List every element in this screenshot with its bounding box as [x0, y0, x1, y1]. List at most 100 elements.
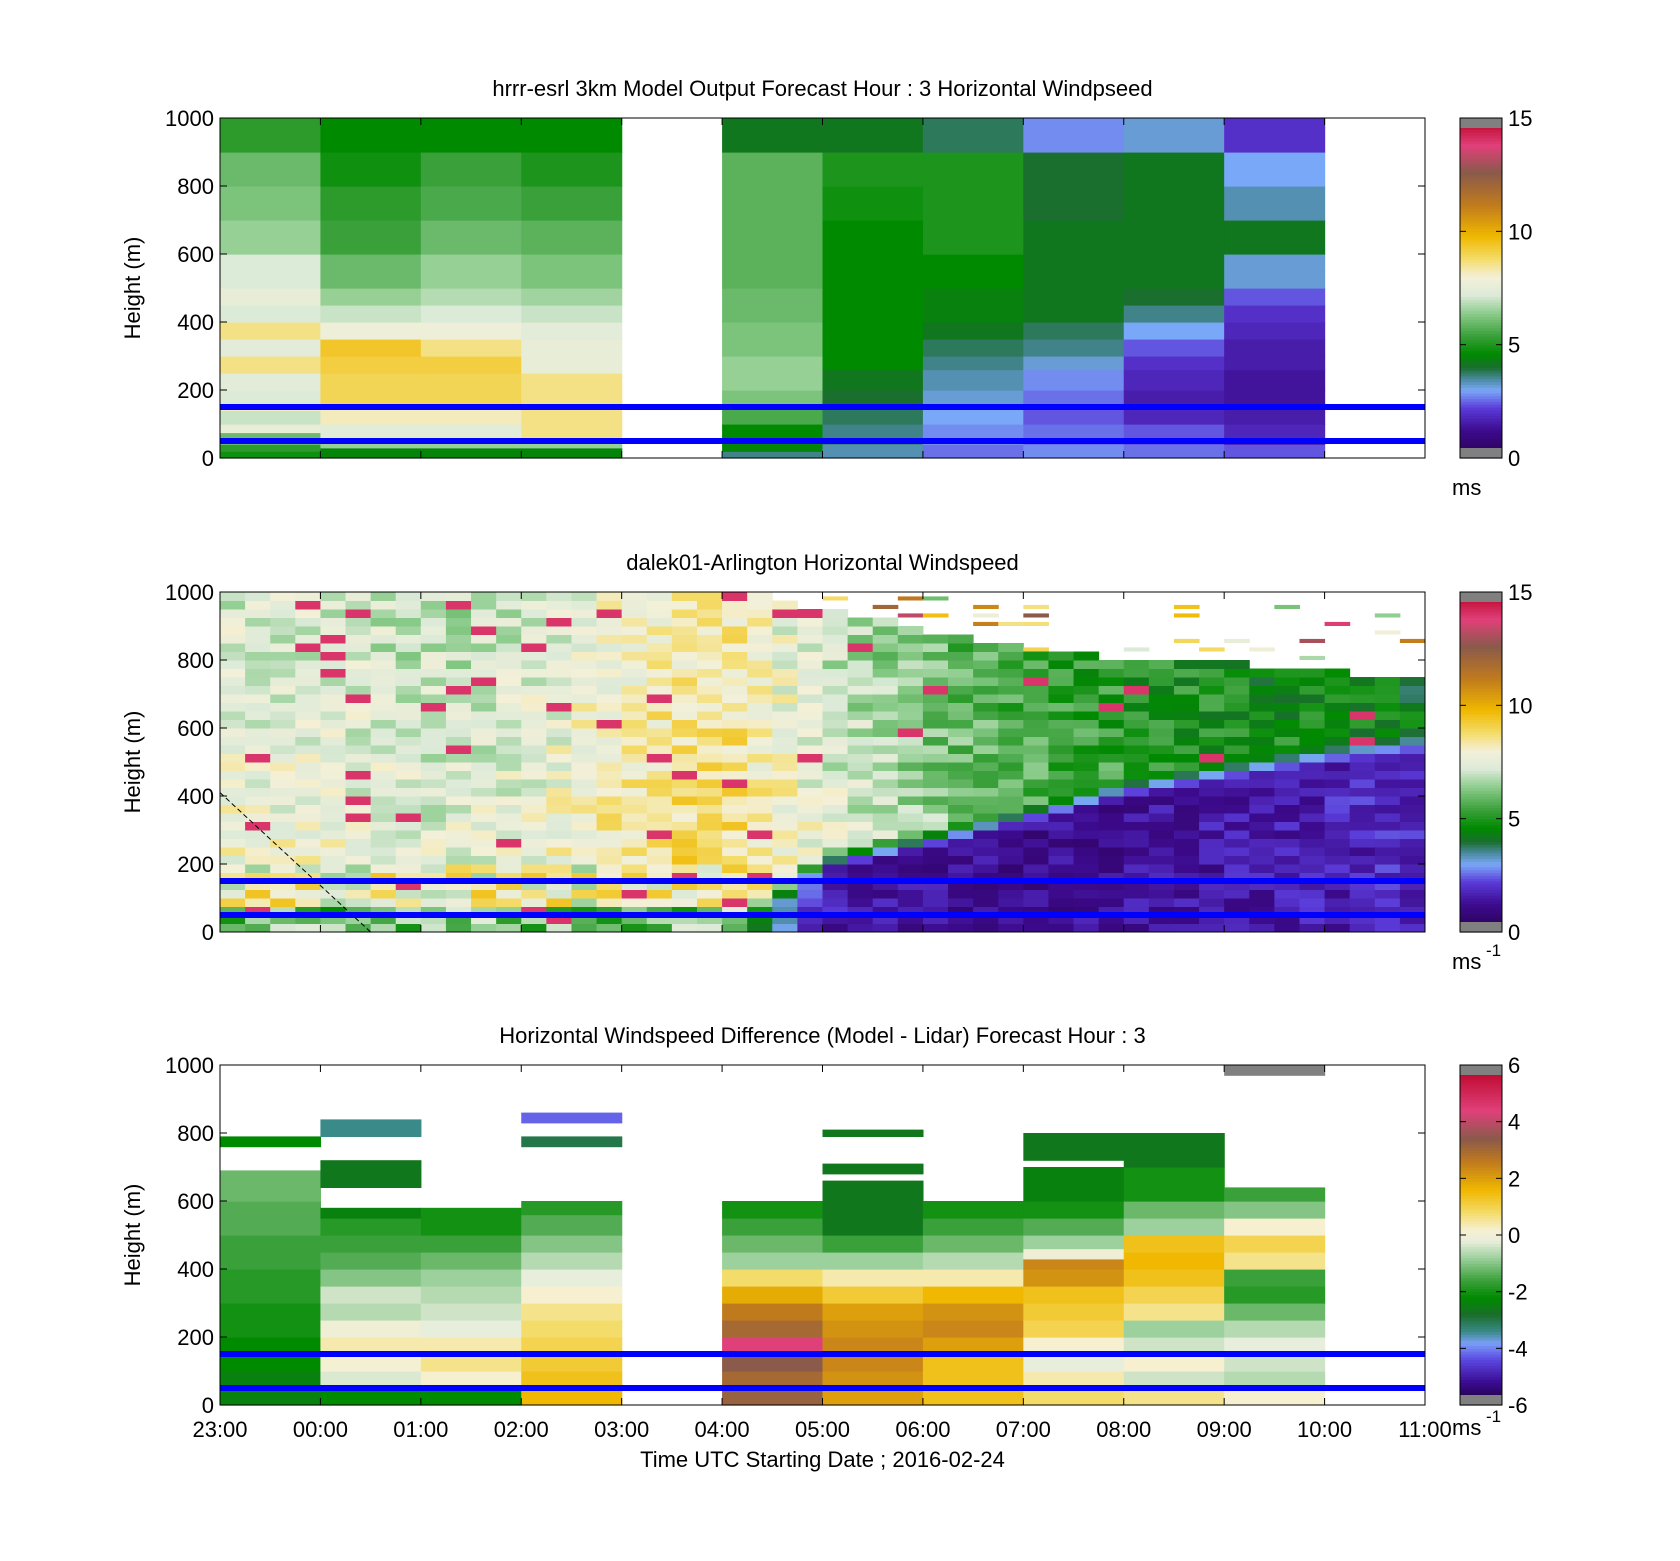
- heatmap-cell: [571, 609, 598, 618]
- heatmap-cell: [1023, 838, 1049, 848]
- heatmap-cell: [420, 668, 447, 678]
- heatmap-cell: [1123, 305, 1225, 323]
- heatmap-cell: [1148, 898, 1175, 907]
- colorbar-segment: [1460, 634, 1502, 638]
- heatmap-cell: [320, 339, 422, 357]
- heatmap-cell: [295, 779, 321, 788]
- heatmap-cell: [521, 702, 547, 712]
- heatmap-cell: [270, 617, 296, 627]
- heatmap-cell: [420, 830, 447, 839]
- heatmap-cell: [270, 821, 296, 831]
- heatmap-cell: [245, 923, 271, 933]
- heatmap-cell: [370, 770, 397, 780]
- heatmap-cell: [1048, 898, 1075, 907]
- heatmap-cell: [1274, 604, 1300, 609]
- heatmap-cell: [295, 592, 321, 601]
- colorbar-segment: [1460, 750, 1502, 755]
- heatmap-cell: [1224, 220, 1326, 255]
- heatmap-cell: [571, 617, 598, 627]
- heatmap-cell: [646, 702, 673, 712]
- heatmap-cell: [345, 779, 372, 788]
- colorbar-tick-label: 5: [1508, 333, 1520, 358]
- heatmap-cell: [420, 779, 447, 788]
- heatmap-cell: [370, 643, 397, 652]
- heatmap-cell: [897, 898, 924, 907]
- heatmap-cell: [546, 779, 572, 788]
- y-tick-label: 800: [177, 174, 214, 199]
- heatmap-cell: [1023, 1388, 1125, 1406]
- heatmap-cell: [747, 592, 773, 601]
- heatmap-cell: [1324, 881, 1351, 890]
- heatmap-cell: [646, 898, 673, 907]
- heatmap-cell: [220, 779, 246, 788]
- heatmap-cell: [345, 753, 372, 763]
- heatmap-cell: [722, 1201, 824, 1219]
- colorbar-segment: [1460, 1277, 1502, 1281]
- heatmap-cell: [521, 804, 547, 814]
- heatmap-cell: [621, 787, 648, 797]
- heatmap-cell: [822, 407, 924, 425]
- heatmap-cell: [797, 617, 823, 627]
- heatmap-cell: [220, 881, 246, 890]
- heatmap-cell: [1224, 638, 1250, 643]
- heatmap-cell: [1324, 770, 1351, 780]
- heatmap-cell: [1173, 906, 1200, 916]
- heatmap-cell: [220, 373, 322, 391]
- heatmap-cell: [621, 821, 648, 831]
- heatmap-cell: [1324, 685, 1351, 695]
- heatmap-cell: [370, 821, 397, 831]
- heatmap-cell: [1249, 796, 1275, 805]
- heatmap-cell: [847, 906, 874, 916]
- y-tick-label: 400: [177, 310, 214, 335]
- heatmap-cell: [1023, 796, 1049, 805]
- heatmap-cell: [847, 702, 874, 712]
- heatmap-cell: [671, 813, 698, 822]
- heatmap-cell: [722, 821, 748, 831]
- heatmap-cell: [797, 915, 823, 924]
- heatmap-cell: [395, 634, 422, 644]
- heatmap-cell: [1048, 702, 1075, 712]
- heatmap-cell: [722, 813, 748, 822]
- heatmap-cell: [1073, 830, 1100, 839]
- heatmap-cells: [220, 1065, 1326, 1406]
- heatmap-cell: [220, 889, 246, 899]
- heatmap-cell: [471, 923, 497, 933]
- heatmap-cell: [420, 1371, 522, 1389]
- heatmap-cell: [797, 762, 823, 771]
- heatmap-cell: [1324, 702, 1351, 712]
- colorbar-segment: [1460, 668, 1502, 672]
- heatmap-cell: [420, 643, 447, 652]
- heatmap-cell: [420, 660, 447, 669]
- heatmap-cell: [521, 609, 547, 618]
- heatmap-cell: [948, 796, 974, 805]
- heatmap-cell: [1349, 923, 1376, 933]
- colorbar-unit: ms: [1452, 949, 1481, 974]
- colorbar-segment: [1460, 1161, 1502, 1165]
- heatmap-cell: [847, 634, 874, 644]
- heatmap-cell: [345, 898, 372, 907]
- heatmap-cell: [722, 643, 748, 652]
- heatmap-cell: [521, 1303, 623, 1321]
- heatmap-cell: [295, 898, 321, 907]
- heatmap-cell: [295, 634, 321, 644]
- heatmap-cell: [345, 872, 372, 882]
- heatmap-cell: [1349, 770, 1376, 780]
- colorbar-tick-label: -6: [1508, 1393, 1528, 1418]
- heatmap-cell: [973, 753, 999, 763]
- heatmap-cell: [295, 668, 321, 678]
- heatmap-cell: [1224, 787, 1250, 797]
- heatmap-cell: [922, 1337, 1024, 1355]
- y-axis-label: Height (m): [120, 711, 145, 814]
- heatmap-cell: [1123, 898, 1150, 907]
- heatmap-cell: [621, 745, 648, 754]
- heatmap-cell: [998, 770, 1024, 780]
- heatmap-cell: [797, 728, 823, 737]
- heatmap-cell: [696, 702, 723, 712]
- heatmap-cell: [948, 864, 974, 873]
- heatmap-cell: [220, 677, 246, 686]
- colorbar-segment: [1460, 327, 1502, 332]
- heatmap-cell: [1199, 923, 1225, 933]
- heatmap-cell: [571, 915, 598, 924]
- heatmap-cell: [797, 643, 823, 652]
- heatmap-cell: [596, 745, 623, 754]
